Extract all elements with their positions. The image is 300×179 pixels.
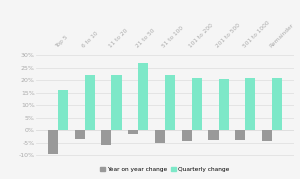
Bar [138,63,148,130]
Bar [74,130,85,139]
Bar [272,78,282,130]
Bar [155,130,165,142]
Legend: Year on year change, Quarterly change: Year on year change, Quarterly change [98,164,232,174]
Bar [235,130,245,140]
Bar [218,79,229,130]
Bar [165,75,175,130]
Bar [101,130,112,145]
Bar [128,130,138,134]
Bar [85,75,95,130]
Bar [58,90,68,130]
Bar [48,130,58,154]
Bar [245,78,256,130]
Bar [208,130,218,140]
Bar [192,78,202,130]
Bar [262,130,272,141]
Bar [112,75,122,130]
Bar [182,130,192,141]
